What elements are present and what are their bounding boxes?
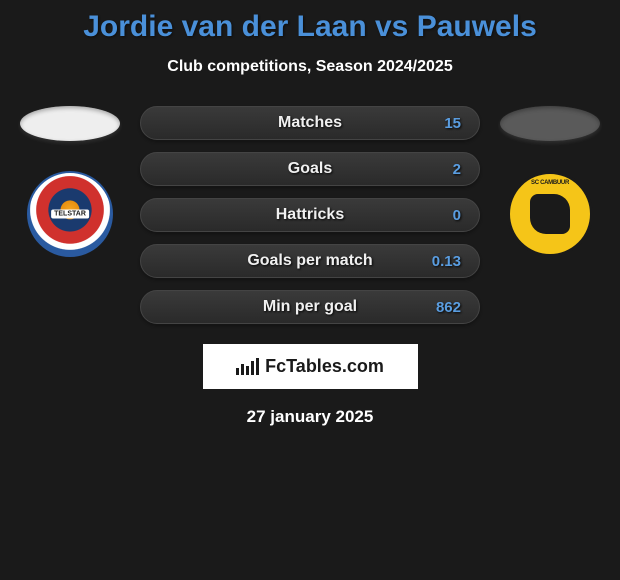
stat-value-right: 2: [453, 161, 461, 178]
left-player-indicator: [20, 106, 120, 141]
left-player-column: [20, 106, 120, 257]
stats-column: Matches 15 Goals 2 Hattricks 0 Goals per…: [140, 106, 480, 324]
right-club-badge: [507, 171, 593, 257]
stat-row-goals: Goals 2: [140, 152, 480, 186]
subtitle: Club competitions, Season 2024/2025: [0, 58, 620, 76]
page-title: Jordie van der Laan vs Pauwels: [0, 0, 620, 44]
stat-label: Matches: [278, 114, 342, 132]
bar-chart-icon: [236, 358, 259, 375]
stat-value-right: 0: [453, 207, 461, 224]
right-player-column: [500, 106, 600, 257]
branding-text: FcTables.com: [265, 356, 384, 377]
stat-label: Goals: [288, 160, 332, 178]
stat-row-min-per-goal: Min per goal 862: [140, 290, 480, 324]
stat-value-right: 15: [444, 115, 461, 132]
stat-row-goals-per-match: Goals per match 0.13: [140, 244, 480, 278]
branding-box: FcTables.com: [203, 344, 418, 389]
stat-label: Hattricks: [276, 206, 344, 224]
left-club-badge: [27, 171, 113, 257]
stat-label: Goals per match: [247, 252, 372, 270]
comparison-area: Matches 15 Goals 2 Hattricks 0 Goals per…: [0, 106, 620, 324]
stat-row-hattricks: Hattricks 0: [140, 198, 480, 232]
right-player-indicator: [500, 106, 600, 141]
stat-row-matches: Matches 15: [140, 106, 480, 140]
stat-value-right: 862: [436, 299, 461, 316]
stat-label: Min per goal: [263, 298, 357, 316]
stat-value-right: 0.13: [432, 253, 461, 270]
date-label: 27 january 2025: [0, 407, 620, 427]
